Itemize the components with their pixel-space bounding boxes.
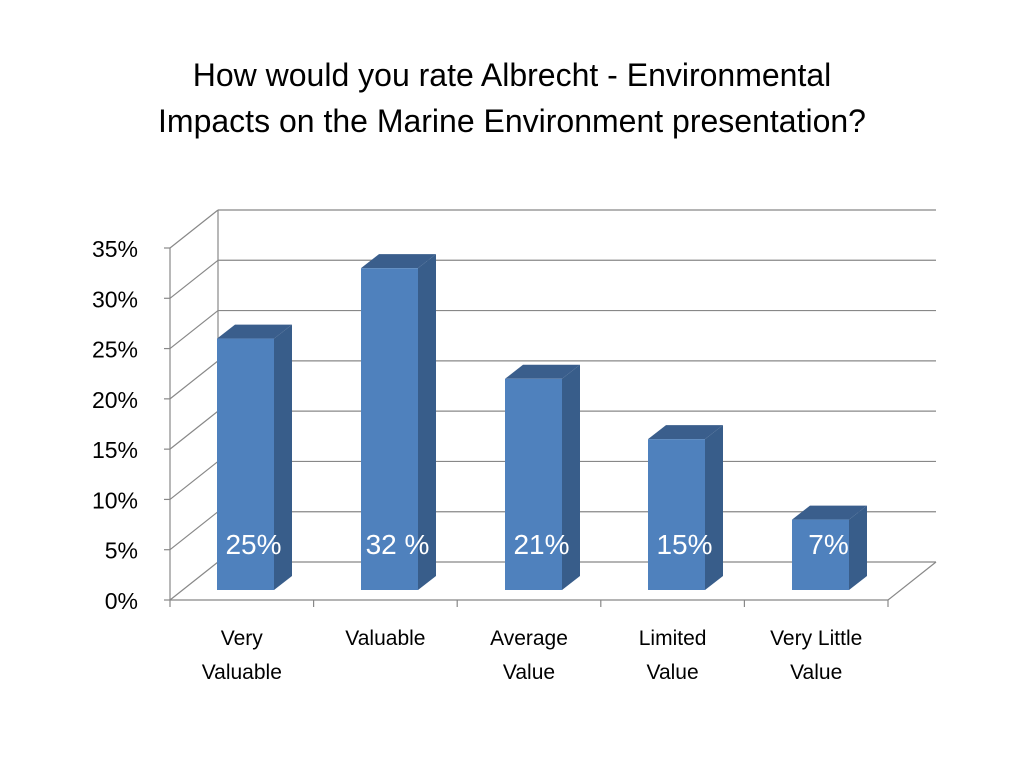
bar-side	[562, 364, 580, 590]
y-tick-label: 10%	[92, 487, 138, 513]
gridline-side	[169, 360, 219, 400]
y-tick-label: 20%	[92, 387, 138, 413]
floor-right-edge	[887, 561, 937, 601]
bar-side	[705, 425, 723, 590]
bar-side	[849, 505, 867, 590]
bar-top	[505, 364, 580, 379]
chart-title-line-2: Impacts on the Marine Environment presen…	[158, 103, 866, 139]
y-tick-label: 0%	[105, 588, 138, 614]
x-tick-label: Value	[790, 661, 842, 684]
x-tick-label: Value	[503, 661, 555, 684]
gridline-side	[169, 561, 219, 601]
bar-side	[274, 324, 292, 590]
gridline-side	[169, 209, 219, 249]
gridline-side	[169, 410, 219, 450]
x-tick-label: Very Little	[770, 627, 862, 650]
x-tick-label: Very	[221, 627, 264, 650]
x-tick-label: Valuable	[202, 661, 282, 684]
bar-top	[792, 505, 867, 520]
gridline-side	[169, 511, 219, 551]
y-tick-label: 15%	[92, 437, 138, 463]
x-tick-label: Value	[647, 661, 699, 684]
gridline-side	[169, 460, 219, 500]
y-tick-label: 30%	[92, 286, 138, 312]
x-tick-label: Average	[490, 627, 568, 650]
x-tick-label: Valuable	[345, 627, 425, 650]
chart-title: How would you rate Albrecht - Environmen…	[40, 52, 984, 144]
data-label: 21%	[513, 529, 569, 560]
bar-top	[361, 254, 436, 269]
y-tick-label: 25%	[92, 337, 138, 363]
gridline-side	[169, 310, 219, 350]
y-tick-label: 5%	[105, 538, 138, 564]
x-tick-label: Limited	[639, 627, 707, 650]
gridline-side	[169, 259, 219, 299]
bar	[361, 268, 418, 590]
bar	[505, 378, 562, 590]
bar-side	[418, 254, 436, 590]
data-label: 15%	[656, 529, 712, 560]
data-label: 32 %	[366, 529, 430, 560]
bar	[648, 439, 705, 590]
bar	[792, 519, 849, 590]
y-tick-label: 35%	[92, 236, 138, 262]
data-label: 25%	[225, 529, 281, 560]
chart-title-line-1: How would you rate Albrecht - Environmen…	[192, 57, 832, 93]
data-label: 7%	[808, 529, 848, 560]
bar-top	[217, 324, 292, 339]
bar	[217, 338, 274, 590]
bar-top	[648, 425, 723, 440]
